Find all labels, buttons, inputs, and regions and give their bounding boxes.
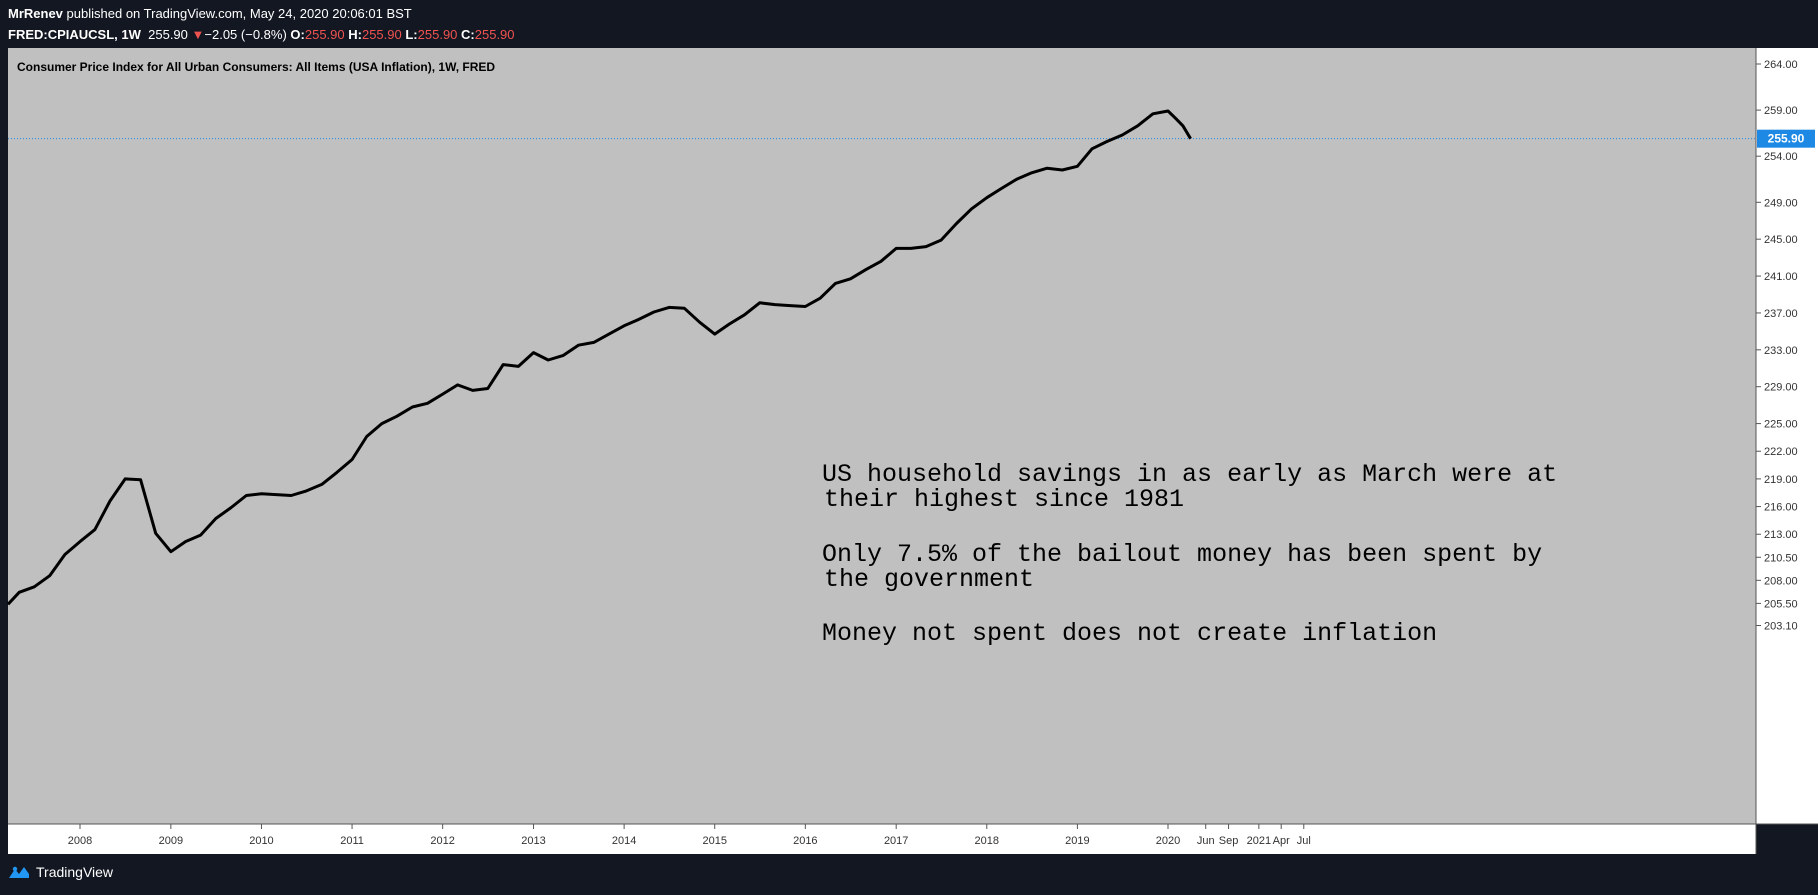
symbol-interval[interactable]: FRED:CPIAUCSL, 1W	[8, 27, 141, 42]
annotation-line-5: Money not spent does not create inflatio…	[822, 619, 1437, 648]
y-tick-label: 237.00	[1764, 308, 1798, 320]
high-label: H:	[348, 27, 362, 42]
y-tick-label: 229.00	[1764, 382, 1798, 394]
x-tick-label: 2019	[1065, 835, 1089, 847]
series-line-cpi	[6, 109, 1192, 606]
x-tick-label: 2021	[1247, 835, 1271, 847]
open-label: O:	[290, 27, 305, 42]
y-tick-label: 245.00	[1764, 234, 1798, 246]
y-tick-label: 233.00	[1764, 345, 1798, 357]
annotation-line-1: US household savings in as early as Marc…	[822, 460, 1557, 489]
current-price-tag-label: 255.90	[1768, 132, 1805, 146]
open-value: 255.90	[304, 27, 345, 42]
current-price-tag	[1757, 129, 1815, 148]
price-chart[interactable]: 264.00 259.00 254.00 249.00 245.00 241.00 237.…	[0, 48, 1818, 856]
annotation-line-4: the government	[824, 565, 1034, 594]
x-tick-label: 2014	[612, 835, 636, 847]
chart-title: Consumer Price Index for All Urban Consu…	[17, 60, 495, 74]
annotation-line-3: Only 7.5% of the bailout money has been …	[822, 540, 1542, 569]
x-tick-label: 2012	[430, 835, 454, 847]
x-tick-label: Jul	[1297, 835, 1311, 847]
y-tick-label: 203.10	[1764, 620, 1798, 632]
x-tick-label: Sep	[1219, 835, 1239, 847]
close-value: 255.90	[474, 27, 515, 42]
x-tick-label: 2017	[884, 835, 908, 847]
x-tick-label: 2008	[68, 835, 92, 847]
ohlc-legend: FRED:CPIAUCSL, 1W 255.90 ▼−2.05 (−0.8%) …	[8, 27, 515, 42]
y-tick-label: 219.00	[1764, 474, 1798, 486]
publish-info: MrRenev published on TradingView.com, Ma…	[8, 6, 412, 21]
x-tick-label: 2015	[702, 835, 726, 847]
y-tick-label: 210.50	[1764, 552, 1798, 564]
footer-brand[interactable]: TradingView	[8, 864, 113, 880]
y-tick-label: 249.00	[1764, 197, 1798, 209]
price-change: −2.05 (−0.8%)	[204, 27, 287, 42]
x-tick-label: 2018	[975, 835, 999, 847]
y-tick-label: 264.00	[1764, 59, 1798, 71]
y-tick-label: 216.00	[1764, 502, 1798, 514]
close-label: C:	[461, 27, 475, 42]
published-text: published on TradingView.com, May 24, 20…	[66, 6, 412, 21]
low-value: 255.90	[417, 27, 458, 42]
author-name[interactable]: MrRenev	[8, 6, 63, 21]
footer-brand-label: TradingView	[36, 864, 114, 880]
x-tick-label: Jun	[1197, 835, 1215, 847]
last-price: 255.90	[148, 27, 188, 42]
x-tick-label: 2011	[340, 835, 364, 847]
plot-area[interactable]	[8, 48, 1756, 824]
x-tick-label: Apr	[1273, 835, 1290, 847]
x-tick-label: 2016	[793, 835, 817, 847]
time-axis[interactable]	[8, 824, 1756, 854]
high-value: 255.90	[361, 27, 402, 42]
x-tick-label: 2009	[159, 835, 183, 847]
price-axis[interactable]	[1756, 48, 1818, 824]
tradingview-logo-icon	[9, 866, 29, 878]
x-tick-label: 2020	[1156, 835, 1180, 847]
y-tick-label: 208.00	[1764, 575, 1798, 587]
y-tick-label: 225.00	[1764, 419, 1798, 431]
y-tick-label: 254.00	[1764, 151, 1798, 163]
annotation-line-2: their highest since 1981	[824, 485, 1184, 514]
x-tick-label: 2010	[249, 835, 273, 847]
low-label: L:	[405, 27, 418, 42]
y-tick-label: 241.00	[1764, 271, 1798, 283]
x-tick-label: 2013	[521, 835, 545, 847]
down-arrow-icon: ▼	[191, 27, 205, 42]
y-tick-label: 259.00	[1764, 105, 1798, 117]
y-tick-label: 205.50	[1764, 598, 1798, 610]
y-tick-label: 213.00	[1764, 529, 1798, 541]
y-tick-label: 222.00	[1764, 446, 1798, 458]
